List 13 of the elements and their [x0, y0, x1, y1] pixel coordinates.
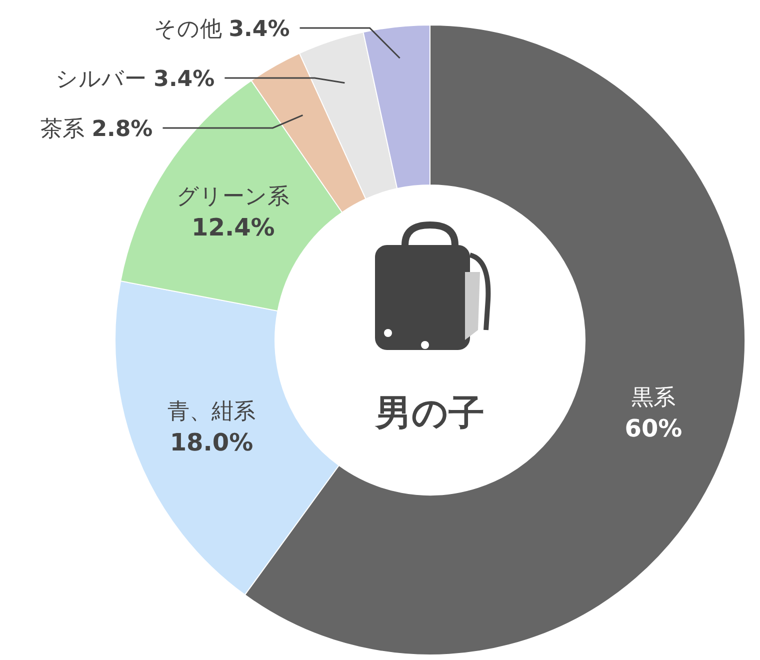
data-label: 18.0%	[170, 428, 254, 457]
text: 男の子	[374, 393, 484, 434]
data-label: 2.8%	[92, 117, 153, 142]
slice-label: その他	[154, 17, 229, 42]
data-label: 3.4%	[154, 67, 215, 92]
data-label: 12.4%	[192, 214, 275, 242]
data-label: 3.4%	[228, 17, 290, 42]
slice-label: 茶系	[40, 117, 92, 142]
slice-label: シルバー	[56, 67, 154, 92]
slice-label: 黒系	[632, 386, 676, 411]
slice-label: グリーン系	[176, 184, 290, 210]
data-label: 60%	[624, 414, 682, 443]
slice-label: 青、紺系	[168, 400, 256, 425]
